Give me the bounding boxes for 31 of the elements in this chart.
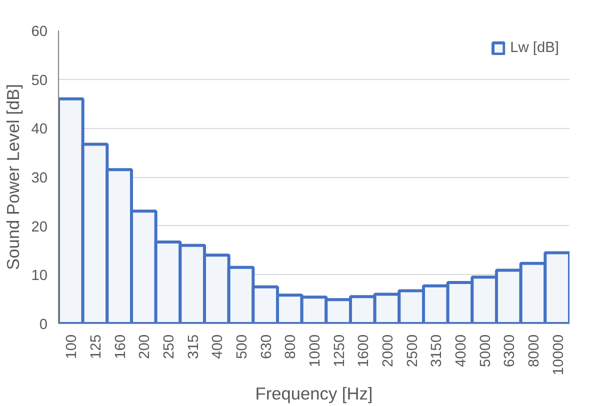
- x-tick-label: 4000: [454, 334, 470, 368]
- x-tick-label: 5000: [478, 334, 494, 368]
- x-tick-label: 400: [210, 334, 226, 359]
- x-tick-label: 100: [64, 334, 80, 359]
- x-tick-label: 315: [186, 334, 202, 359]
- x-tick-label: 200: [137, 334, 154, 359]
- x-tick-label: 3150: [429, 334, 446, 368]
- x-tick-label: 8000: [526, 334, 542, 368]
- x-tick-label: 125: [88, 334, 104, 359]
- y-tick-label: 30: [31, 170, 48, 186]
- x-axis-title: Frequency [Hz]: [255, 383, 373, 404]
- y-tick-label: 20: [31, 219, 48, 236]
- x-tick-label: 2500: [404, 334, 421, 368]
- y-tick-label: 0: [39, 317, 48, 333]
- x-tick-label: 800: [283, 334, 300, 359]
- y-tick-label: 40: [31, 122, 48, 138]
- x-tick-label: 2000: [380, 334, 396, 368]
- x-tick-label: 1600: [356, 334, 372, 368]
- x-tick-label: 500: [234, 334, 250, 359]
- x-tick-label: 250: [162, 334, 178, 359]
- y-tick-label: 10: [31, 268, 48, 284]
- y-tick-label: 50: [31, 72, 48, 89]
- y-tick-label: 60: [31, 24, 48, 40]
- x-tick-label: 630: [258, 334, 275, 359]
- x-tick-label: 1250: [332, 334, 348, 368]
- x-tick-label: 6300: [502, 334, 518, 368]
- x-tick-label: 1000: [308, 334, 324, 368]
- x-tick-label: 160: [112, 334, 129, 359]
- legend-label: Lw [dB]: [510, 40, 559, 56]
- x-tick-label: 10000: [550, 334, 567, 376]
- y-axis-title: Sound Power Level [dB]: [3, 84, 24, 270]
